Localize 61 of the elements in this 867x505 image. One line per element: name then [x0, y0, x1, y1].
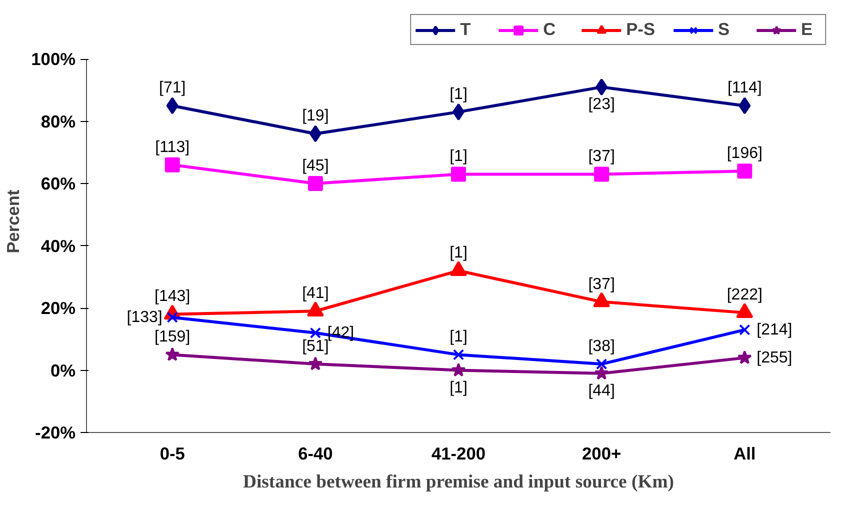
- x-axis-title: Distance between firm premise and input source (Km): [243, 472, 674, 492]
- annotation: [159]: [154, 328, 190, 346]
- annotation: [133]: [126, 308, 162, 326]
- point: [738, 97, 751, 114]
- point: [451, 166, 466, 182]
- annotation: [1]: [450, 148, 468, 166]
- y-tick-label: 0%: [50, 360, 76, 380]
- y-axis-title: Percent: [3, 189, 24, 254]
- y-tick-label: 100%: [31, 49, 76, 70]
- annotation: [38]: [588, 338, 615, 356]
- annotation: [37]: [588, 148, 615, 166]
- annotation: [45]: [302, 158, 329, 175]
- legend-label: T: [460, 19, 472, 40]
- x-tick-label: 0-5: [160, 444, 186, 464]
- y-tick-label: -20%: [35, 422, 76, 442]
- annotation: [71]: [159, 80, 186, 97]
- point: [737, 164, 752, 179]
- annotation: [143]: [154, 288, 190, 306]
- point: [596, 358, 608, 370]
- annotation: [1]: [450, 379, 468, 396]
- annotation: [1]: [450, 86, 468, 103]
- y-tick-label: 40%: [40, 236, 76, 256]
- x-tick-label: All: [734, 444, 756, 464]
- point: [309, 125, 322, 142]
- point: [451, 362, 466, 377]
- point: [594, 366, 609, 380]
- annotation: [19]: [302, 108, 329, 125]
- point: [737, 350, 752, 364]
- point: [308, 176, 323, 192]
- legend-label: E: [801, 19, 814, 40]
- legend-label: C: [543, 19, 557, 40]
- point: [308, 356, 323, 370]
- point: [166, 97, 178, 114]
- point: [452, 349, 464, 360]
- legend-label: S: [718, 19, 731, 40]
- annotation: [1]: [450, 328, 468, 346]
- point: [739, 324, 750, 336]
- point: [165, 347, 180, 361]
- point: [164, 157, 180, 172]
- x-tick-label: 200+: [582, 444, 622, 464]
- annotation: [1]: [450, 244, 468, 262]
- annotation: [41]: [302, 285, 329, 302]
- annotation: [37]: [588, 276, 615, 293]
- annotation: [23]: [588, 96, 615, 114]
- annotation: [114]: [727, 80, 762, 97]
- x-tick-label: 6-40: [298, 444, 333, 464]
- y-tick-label: 80%: [40, 111, 76, 132]
- annotation: [51]: [302, 338, 329, 356]
- annotation: [222]: [726, 286, 762, 304]
- annotation: [255]: [756, 349, 792, 366]
- point: [594, 166, 610, 182]
- y-tick-label: 60%: [40, 174, 76, 194]
- point: [310, 327, 322, 339]
- annotation: [196]: [726, 145, 762, 162]
- x-tick-label: 41-200: [432, 444, 486, 464]
- annotation: [44]: [588, 382, 615, 400]
- legend-label: P-S: [626, 19, 655, 40]
- annotation: [113]: [155, 138, 190, 156]
- point: [596, 78, 608, 96]
- annotation: [214]: [756, 321, 792, 338]
- y-tick-label: 20%: [40, 298, 76, 318]
